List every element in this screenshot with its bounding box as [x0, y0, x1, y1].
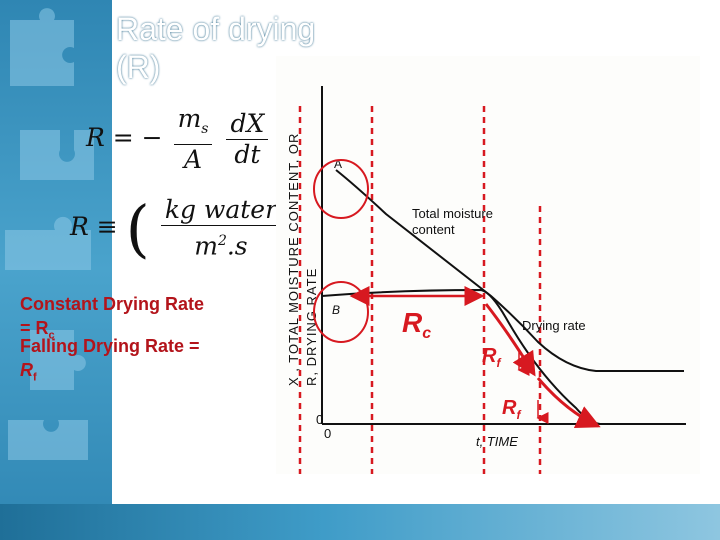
formula1-fraction-2: dX dt — [226, 109, 269, 170]
formula1-frac2-num: dX — [226, 109, 269, 140]
rf-label-2: Rf — [502, 397, 521, 422]
decorative-bottom-band — [0, 504, 720, 540]
drying-rate-notes: Constant Drying Rate = Rc Falling Drying… — [20, 292, 270, 389]
rc-label: Rc — [402, 307, 431, 342]
formula2-num: kg water — [160, 195, 282, 227]
y-axis-label-2: R, DRYING RATE — [304, 268, 319, 386]
x-axis-label: t, TIME — [476, 434, 518, 449]
formula1-frac1-num-sub: s — [201, 121, 209, 137]
drying-curve-svg: X , TOTAL MOISTURE CONTENT, OR R, DRYING… — [286, 86, 686, 474]
point-b-circle — [313, 281, 369, 343]
formula1-lhs: R = − — [86, 123, 163, 152]
moisture-label-line-1: Total moisture — [412, 206, 493, 221]
title-line-2: (R) — [116, 49, 161, 85]
point-b-label: B — [332, 303, 340, 317]
constant-rate-label: Constant Drying Rate — [20, 294, 205, 314]
constant-rate-eq-sub: c — [48, 329, 55, 342]
point-a-label: A — [334, 157, 342, 171]
formula2-lhs: R ≡ — [70, 212, 118, 241]
falling-rate-symbol-sub: f — [33, 371, 37, 384]
title-line-1: Rate of drying — [116, 11, 316, 47]
moisture-label-line-2: content — [412, 222, 455, 237]
moisture-content-curve — [335, 169, 684, 372]
rf-label-1: Rf — [482, 345, 501, 370]
formula2-fraction: kg water m2.s — [160, 195, 282, 261]
falling-rate-label: Falling Drying Rate = — [20, 335, 200, 356]
formula1-fraction-1: ms A — [173, 104, 213, 175]
formula1-frac1-num: m — [177, 104, 202, 133]
constant-rate-eq: = R — [20, 318, 49, 338]
formula2-den: m — [194, 231, 218, 261]
origin-y-label: 0 — [316, 412, 323, 427]
drying-curve-figure: X , TOTAL MOISTURE CONTENT, OR R, DRYING… — [276, 56, 700, 474]
puzzle-pattern-icon — [5, 8, 94, 460]
formula2-den-tail: .s — [226, 231, 248, 261]
formula1-frac1-den: A — [184, 145, 203, 174]
decorative-side-band — [0, 0, 112, 540]
formula1-frac2-den: dt — [234, 140, 261, 169]
y-axis-label-1: X , TOTAL MOISTURE CONTENT, OR — [286, 133, 301, 386]
falling-rate-symbol: R — [20, 359, 33, 380]
origin-x-label: 0 — [324, 426, 331, 441]
rate-definition-formula: R = − ms A dX dt — [86, 104, 271, 175]
point-a-circle — [313, 159, 369, 219]
drying-rate-label: Drying rate — [522, 318, 586, 333]
formula2-den-sup: 2 — [217, 233, 227, 250]
slide-title: Rate of drying (R) — [116, 10, 315, 86]
rf-arrow-2 — [536, 377, 601, 428]
